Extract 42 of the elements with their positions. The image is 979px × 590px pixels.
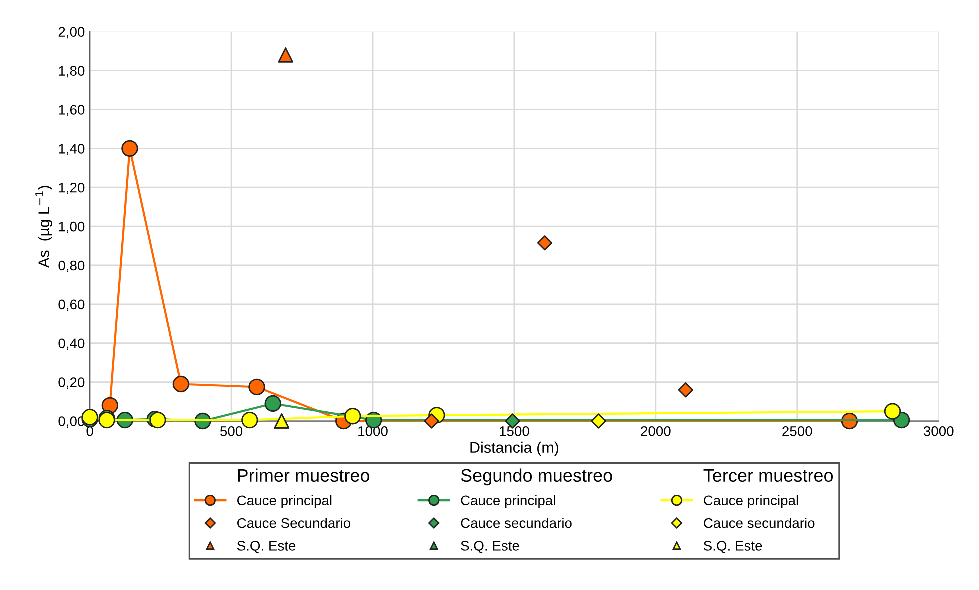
point: [278, 48, 294, 63]
y-tick-label: 1,00: [59, 222, 85, 234]
x-tick-label: 1500: [500, 426, 530, 436]
point: [150, 412, 166, 429]
y-tick-label: 1,40: [59, 144, 85, 156]
legend-label: Cauce principal: [704, 495, 798, 508]
point: [591, 414, 606, 429]
x-tick-label: 500: [220, 426, 243, 436]
text: Segundo muestreo: [461, 468, 612, 486]
y-tick-label: 1,20: [59, 182, 85, 194]
point: [678, 382, 694, 398]
x-tick-label: 2000: [641, 426, 671, 436]
x-tick-label: 2500: [782, 426, 812, 436]
y-tick-label: 0,60: [58, 300, 85, 312]
text: Primer muestreo: [238, 468, 370, 482]
y-tick-label: 0,20: [58, 378, 85, 390]
y-tick-label: 0,40: [58, 338, 85, 350]
point: [242, 412, 258, 429]
x-axis-title: Distancia (m): [470, 442, 559, 456]
point: [264, 395, 282, 412]
point: [344, 408, 362, 425]
legend-label: S.Q. Este: [237, 541, 296, 554]
y-tick-label: 1,80: [59, 66, 85, 78]
point: [122, 140, 138, 158]
point: [424, 414, 440, 429]
point: [172, 376, 190, 393]
legend-label: Cauce principal: [238, 495, 332, 508]
legend-label: S.Q. Este: [461, 541, 520, 554]
legend-label: Cauce principal: [461, 495, 556, 508]
y-tick-label: 0,80: [58, 260, 85, 272]
legend-label: S.Q. Este: [704, 541, 762, 554]
y-axis-title: As (µg L$^{−1}$): [36, 186, 52, 268]
point: [884, 403, 902, 420]
point: [537, 236, 553, 251]
legend-label: Cauce secundario: [461, 518, 572, 528]
text: Tercer muestreo: [704, 469, 834, 482]
point: [248, 378, 266, 396]
legend-label: Cauce secundario: [704, 518, 815, 528]
y-tick-label: 1,60: [59, 105, 85, 117]
legend-label: Cauce Secundario: [238, 518, 350, 528]
y-tick-label: 2,00: [58, 27, 85, 39]
x-tick-label: 3000: [924, 426, 954, 436]
